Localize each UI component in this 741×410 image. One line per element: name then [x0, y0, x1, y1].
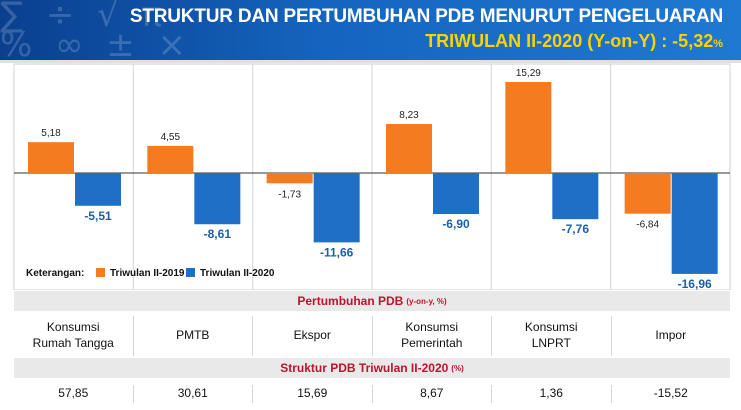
data-label-2020: -16,96: [678, 277, 712, 290]
category-line1: PMTB: [176, 328, 210, 342]
header-banner: ∑ ÷ √ π% ∞ ± × STRUKTUR DAN PERTUMBUHAN …: [0, 0, 741, 60]
bar-2019: [28, 142, 74, 173]
data-label-2019: 8,23: [399, 110, 419, 121]
growth-title-text: Pertumbuhan PDB: [297, 294, 404, 308]
page-subtitle: TRIWULAN II-2020 (Y-on-Y) : -5,32%: [425, 31, 723, 52]
growth-header-band: Pertumbuhan PDB (y-on-y, %): [14, 291, 730, 311]
category-line2: Rumah Tangga: [32, 336, 114, 350]
data-label-2020: -6,90: [442, 217, 470, 231]
category-cell: PMTB: [132, 316, 253, 356]
category-cell: Impor: [610, 316, 731, 356]
legend-swatch-2019: [96, 268, 105, 277]
bar-2019: [386, 124, 432, 173]
category-line1: Impor: [655, 328, 687, 342]
growth-title: Pertumbuhan PDB (y-on-y, %): [14, 291, 730, 311]
data-label-2019: 15,29: [516, 68, 541, 79]
bar-2020: [433, 173, 479, 215]
data-label-2019: -1,73: [278, 189, 301, 200]
pdb-bar-chart: 5,18 -5,51 4,55 -8,61 -1,73 -11,66 8,23 -6,90 15…: [13, 63, 731, 290]
structure-value-cell: 30,61: [132, 385, 253, 403]
structure-title-unit: (%): [451, 363, 464, 373]
bar-2020: [671, 173, 718, 274]
category-row: Konsumsi Rumah Tangga PMTB Ekspor Konsumsi Pe…: [14, 316, 730, 356]
subtitle-percent: %: [713, 38, 723, 50]
data-label-2020: -5,51: [84, 209, 112, 223]
legend-swatch-2020: [186, 268, 195, 277]
legend-entry-2019: Triwulan II-2019: [110, 268, 185, 279]
bar-2020: [75, 173, 121, 206]
structure-title-text: Struktur PDB Triwulan II-2020: [280, 361, 449, 375]
growth-title-unit: (y-on-y, %): [406, 296, 447, 306]
structure-header-band: Struktur PDB Triwulan II-2020 (%): [14, 358, 730, 378]
structure-value-cell: 1,36: [491, 385, 611, 403]
category-line1: Konsumsi: [405, 320, 459, 334]
category-cell: Konsumsi LNPRT: [491, 316, 611, 356]
bar-2020: [313, 173, 360, 243]
data-label-2020: -7,76: [562, 222, 590, 236]
subtitle-main: TRIWULAN II-2020 (Y-on-Y) : -5,32: [425, 31, 714, 51]
structure-value-cell: 15,69: [252, 385, 372, 403]
structure-title: Struktur PDB Triwulan II-2020 (%): [14, 358, 730, 378]
bar-2019: [266, 173, 313, 184]
data-label-2019: 5,18: [41, 128, 61, 139]
category-line1: Ekspor: [293, 328, 331, 342]
header-decoration: ∑ ÷ √ π% ∞ ± ×: [0, 0, 193, 60]
category-cell: Konsumsi Pemerintah: [371, 316, 492, 356]
data-label-2019: -6,84: [636, 220, 659, 231]
page-title: STRUKTUR DAN PERTUMBUHAN PDB MENURUT PEN…: [129, 6, 723, 27]
structure-value-cell: 8,67: [371, 385, 492, 403]
data-label-2019: 4,55: [161, 132, 181, 143]
category-cell: Ekspor: [252, 316, 372, 356]
category-line1: Konsumsi: [46, 320, 100, 334]
data-label-2020: -11,66: [320, 245, 354, 259]
bar-2020: [194, 173, 241, 225]
data-label-2020: -8,61: [204, 227, 232, 241]
bar-2020: [552, 173, 599, 220]
structure-value-cell: -15,52: [610, 385, 731, 403]
legend-label: Keterangan:: [26, 268, 84, 279]
bar-2019: [505, 82, 552, 173]
header-divider: [0, 60, 741, 63]
structure-value-cell: 57,85: [58, 386, 89, 400]
category-line2: Pemerintah: [401, 336, 463, 350]
bar-2019: [147, 145, 194, 173]
structure-value-row: 57,85 30,61 15,69 8,67 1,36 -15,52: [14, 385, 730, 403]
category-line2: LNPRT: [531, 336, 571, 350]
legend-entry-2020: Triwulan II-2020: [200, 268, 275, 279]
category-line1: Konsumsi: [524, 320, 578, 334]
bar-2019: [624, 173, 671, 214]
category-cell: Konsumsi Rumah Tangga: [14, 316, 133, 356]
